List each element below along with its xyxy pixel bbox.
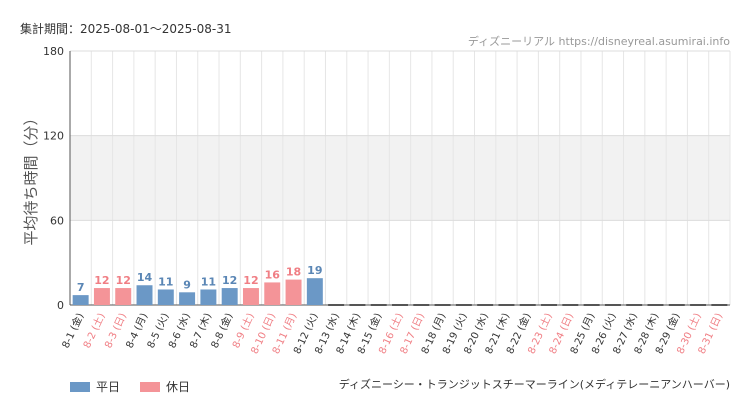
bar-value-label: 12 (94, 274, 109, 287)
bar-value-label: 11 (201, 275, 216, 288)
y-tick-label: 0 (57, 299, 64, 312)
bar-value-label: 11 (158, 275, 173, 288)
site-credit[interactable]: ディズニーリアル https://disneyreal.asumirai.inf… (467, 35, 730, 48)
legend-swatch-holiday (140, 381, 161, 392)
bar-value-label: 16 (265, 268, 281, 281)
legend: 平日 休日 (70, 378, 190, 395)
bar (200, 289, 217, 305)
bar-value-label: 19 (307, 264, 322, 277)
y-tick-label: 60 (50, 214, 64, 227)
bar (242, 288, 259, 305)
bar (136, 285, 153, 305)
shaded-band (70, 135, 730, 221)
bar (115, 288, 132, 305)
attraction-name: ディズニーシー・トランジットスチーマーライン(メディテレーニアンハーバー) (338, 378, 730, 391)
bar-value-label: 18 (286, 266, 301, 279)
legend-item-holiday: 休日 (140, 378, 190, 395)
y-axis-title: 平均待ち時間（分） (22, 110, 40, 245)
bar (264, 282, 281, 305)
bar-value-label: 14 (137, 271, 153, 284)
legend-swatch-weekday (70, 381, 90, 392)
bar-value-label: 7 (77, 281, 85, 294)
bar (285, 279, 302, 305)
bar-value-label: 12 (243, 274, 258, 287)
legend-label-weekday: 平日 (96, 380, 121, 394)
bar-value-label: 9 (183, 278, 191, 291)
collection-period: 集計期間：2025-08-01～2025-08-31 (20, 22, 232, 36)
y-tick-label: 120 (43, 130, 64, 143)
legend-item-weekday: 平日 (70, 378, 120, 395)
bar (157, 289, 174, 305)
legend-label-holiday: 休日 (166, 380, 191, 394)
bar-value-label: 12 (222, 274, 237, 287)
bar (179, 292, 196, 305)
bar (72, 295, 89, 305)
y-tick-label: 180 (43, 45, 64, 58)
bar (93, 288, 110, 305)
bar (306, 278, 323, 305)
bar (221, 288, 238, 305)
bar-value-label: 12 (116, 274, 131, 287)
